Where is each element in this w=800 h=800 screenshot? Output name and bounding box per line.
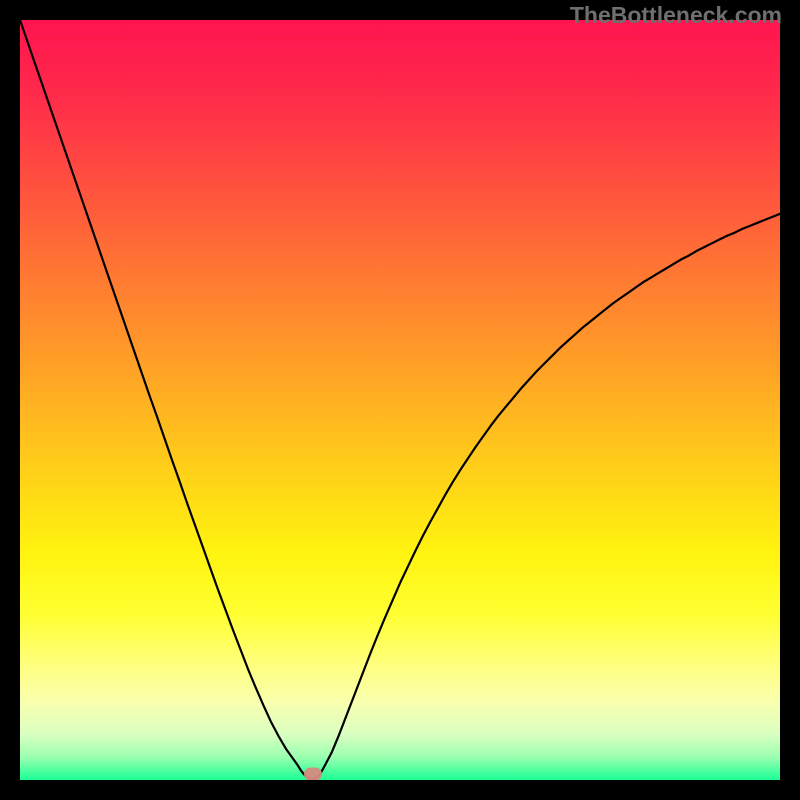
gradient-background	[20, 20, 780, 780]
watermark-text: TheBottleneck.com	[570, 2, 782, 29]
optimum-marker	[304, 767, 322, 780]
plot-area	[20, 20, 780, 780]
chart-frame: TheBottleneck.com	[0, 0, 800, 800]
plot-svg	[20, 20, 780, 780]
